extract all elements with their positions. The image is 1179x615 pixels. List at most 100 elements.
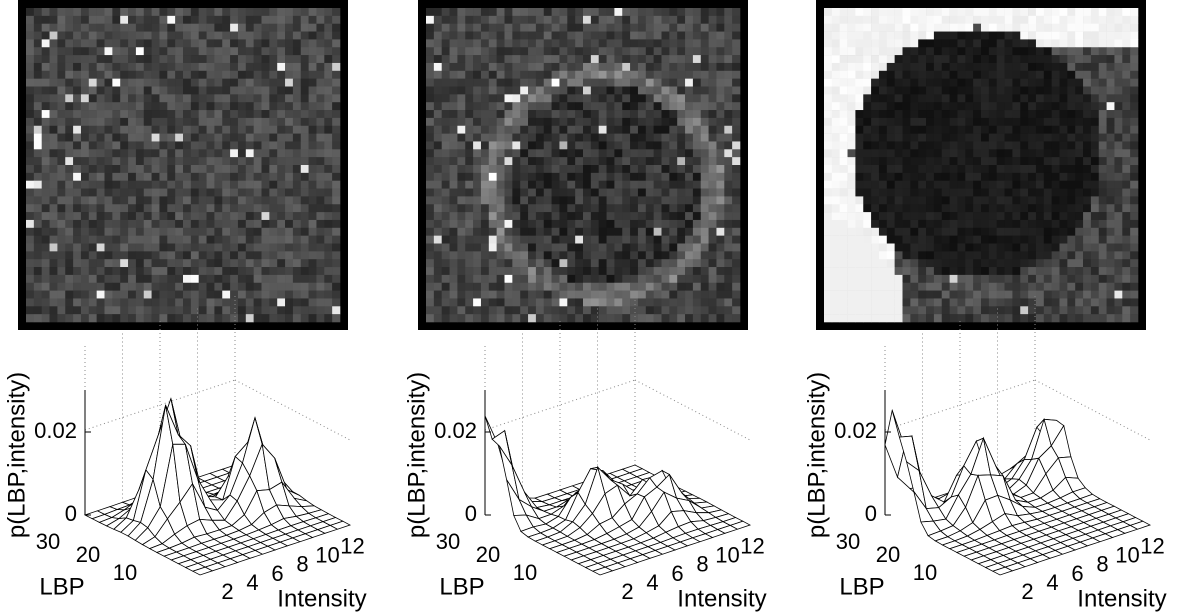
pixel [988, 298, 997, 307]
pixel [614, 235, 623, 244]
pixel [198, 39, 207, 48]
pixel [1020, 39, 1029, 48]
pixel [645, 196, 654, 205]
pixel [465, 314, 474, 323]
pixel [1083, 298, 1092, 307]
pixel [480, 102, 490, 111]
pixel [669, 282, 678, 291]
pixel [855, 196, 864, 205]
pixel [237, 31, 247, 40]
pixel [1051, 62, 1060, 72]
pixel [902, 172, 911, 181]
pixel [308, 219, 317, 229]
pixel [308, 125, 317, 134]
pixel [1083, 188, 1092, 197]
pixel [230, 290, 239, 299]
pixel [1114, 125, 1123, 134]
pixel [504, 125, 513, 134]
pixel [1130, 55, 1139, 64]
pixel [316, 212, 325, 221]
pixel [1098, 306, 1107, 315]
pixel [902, 196, 911, 205]
pixel [1020, 212, 1029, 221]
pixel [590, 290, 599, 299]
pixel [1059, 306, 1068, 315]
pixel [863, 219, 872, 229]
pixel [1020, 125, 1029, 134]
pixel [473, 274, 482, 284]
pixel [559, 47, 568, 56]
pixel [1020, 204, 1029, 213]
pixel [65, 94, 74, 103]
pixel [1106, 298, 1115, 307]
pixel [941, 78, 950, 87]
pixel [575, 227, 584, 236]
pixel [661, 78, 670, 87]
pixel [567, 31, 576, 40]
pixel [167, 165, 176, 174]
pixel [871, 117, 880, 127]
pixel [222, 290, 231, 299]
pixel [214, 15, 223, 24]
pixel [277, 117, 286, 127]
pixel [292, 125, 302, 134]
pixel [198, 180, 207, 189]
pixel [528, 149, 537, 158]
pixel [918, 70, 927, 79]
pixel [473, 125, 482, 134]
pixel [1020, 188, 1029, 197]
pixel [473, 78, 482, 87]
pixel [1051, 86, 1060, 95]
pixel [598, 55, 607, 64]
pixel [630, 298, 639, 307]
pixel [426, 78, 435, 87]
pixel [1122, 219, 1131, 229]
pixel [237, 86, 247, 95]
pixel [49, 15, 58, 24]
pixel [253, 251, 262, 260]
pixel [1043, 70, 1052, 79]
pixel [473, 23, 482, 32]
pixel [261, 39, 270, 48]
pixel [1051, 102, 1060, 111]
pixel [214, 196, 223, 205]
pixel [551, 180, 560, 189]
pixel [512, 298, 521, 307]
pixel [528, 110, 537, 119]
pixel [73, 31, 82, 40]
pixel [190, 251, 199, 260]
pixel [285, 180, 294, 189]
pixel [80, 70, 90, 79]
pixel [692, 314, 702, 323]
pixel [724, 8, 733, 17]
pixel [863, 259, 872, 268]
pixel [128, 212, 137, 221]
pixel [496, 259, 505, 268]
pixel [1090, 243, 1100, 252]
pixel [41, 94, 50, 103]
pixel [277, 290, 286, 299]
pixel [1012, 219, 1021, 229]
pixel [653, 157, 662, 166]
pixel [878, 47, 888, 56]
pixel [441, 8, 450, 17]
pixel [1043, 86, 1052, 95]
pixel [824, 110, 833, 119]
pixel [1098, 219, 1107, 229]
pixel [902, 267, 911, 276]
pixel [230, 243, 239, 252]
pixel [894, 94, 903, 103]
pixel [135, 94, 145, 103]
pixel [926, 39, 935, 48]
pixel [949, 235, 958, 244]
pixel [57, 125, 66, 134]
pixel [33, 298, 42, 307]
pixel [1122, 15, 1131, 24]
pixel [198, 15, 207, 24]
pixel [1067, 62, 1076, 72]
pixel [465, 298, 474, 307]
pixel [1035, 172, 1045, 181]
pixel [535, 227, 545, 236]
pixel [941, 141, 950, 150]
pixel [700, 23, 709, 32]
